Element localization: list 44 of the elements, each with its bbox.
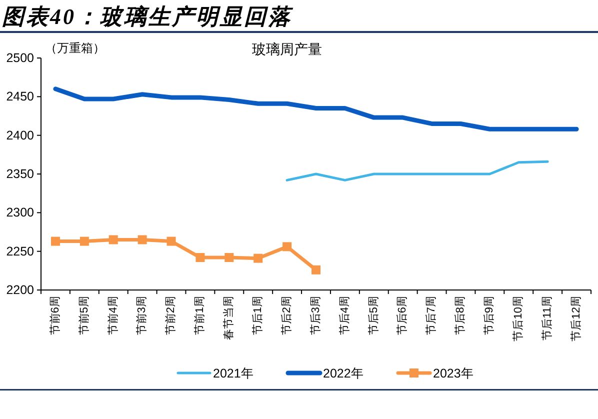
y-tick-label: 2200 [6,283,34,297]
legend-label: 2022年 [323,366,364,380]
x-tick-label: 节前3周 [135,296,148,336]
x-tick-label: 春节当周 [222,296,236,340]
y-tick-label: 2300 [6,206,34,220]
legend-label: 2023年 [433,366,474,380]
x-tick-label: 节前6周 [48,296,62,336]
point [50,236,60,246]
x-tick-label: 节后5周 [366,296,380,336]
chart-subtitle: 玻璃周产量 [252,42,322,58]
point [254,254,263,263]
x-tick-label: 节后8周 [454,296,467,336]
point [166,236,176,246]
point [80,236,89,246]
x-tick-label: 节前5周 [77,296,90,336]
x-tick-label: 节后1周 [251,296,264,336]
legend-label: 2021年 [213,366,254,380]
y-tick-label: 2450 [6,90,34,104]
x-tick-label: 节后10周 [512,296,525,342]
x-tick-label: 节后4周 [338,296,351,336]
line-series [286,160,549,182]
x-tick-label: 节后3周 [308,296,322,336]
line-series [53,86,579,132]
x-tick-label: 节后7周 [424,296,438,336]
point [282,242,292,252]
x-tick-label: 节前4周 [106,296,120,336]
x-tick-label: 节前1周 [193,296,206,336]
point [224,253,234,262]
x-tick-label: 节后9周 [482,296,496,336]
x-tick-label: 节后12周 [569,296,582,342]
y-tick-label: 2350 [6,167,34,181]
x-tick-label: 节后2周 [280,296,293,336]
x-tick-label: 节前2周 [164,296,178,336]
point [108,235,118,244]
x-tick-label: 节后11周 [540,296,554,340]
point [312,265,320,274]
point [138,235,147,244]
chart-title: 图表40：玻璃生产明显回落 [2,4,294,29]
x-tick-label: 节后6周 [396,296,409,336]
y-axis-title: （万重箱） [45,41,105,55]
y-tick-label: 2250 [6,244,34,258]
y-tick-label: 2500 [6,51,34,65]
y-tick-label: 2400 [6,128,34,142]
point [196,253,205,262]
